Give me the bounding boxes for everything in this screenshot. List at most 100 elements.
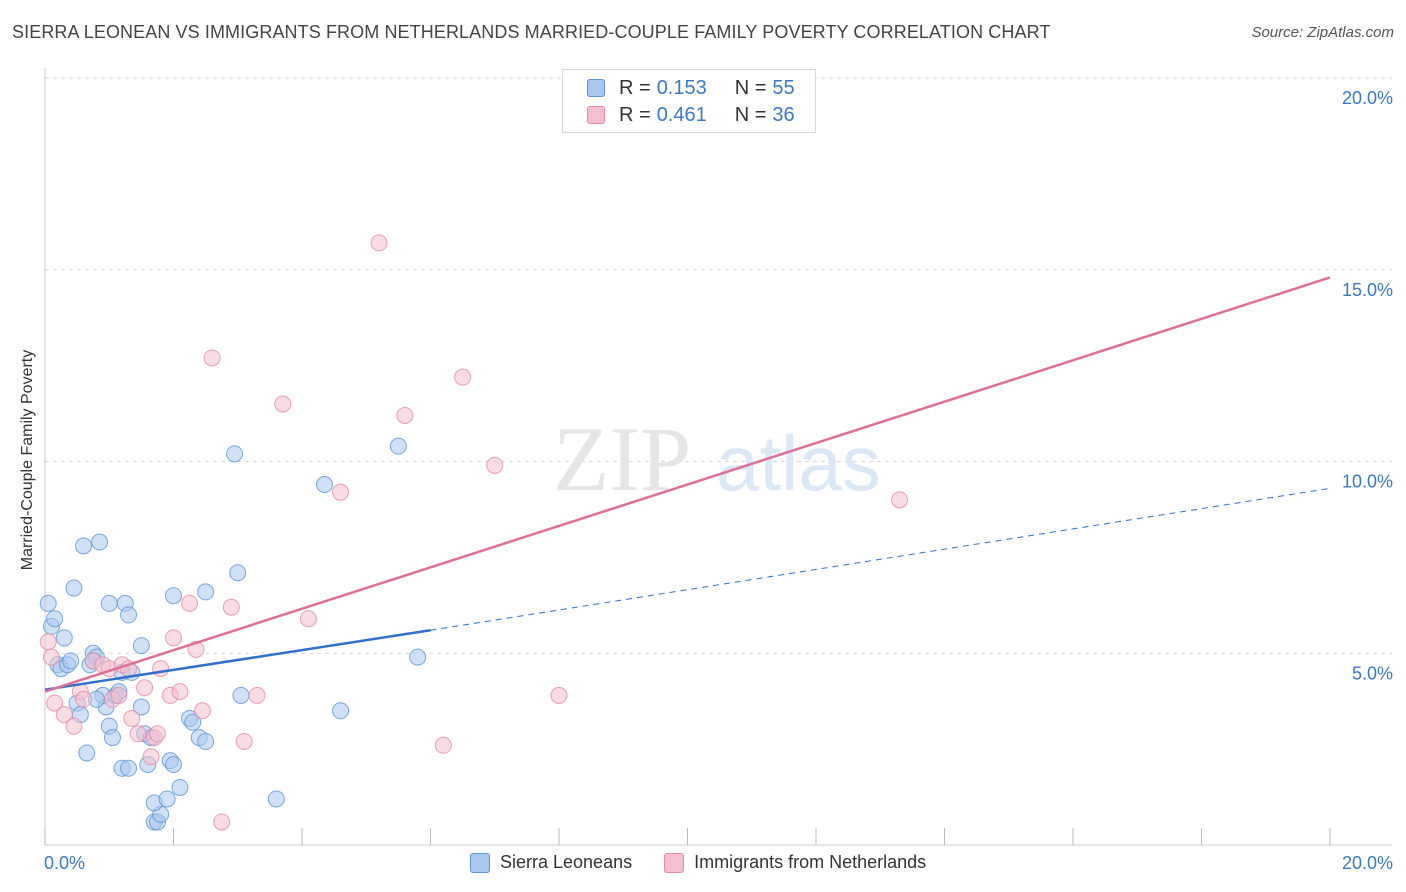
point-sierra-leonean	[197, 583, 215, 601]
point-netherlands	[148, 725, 166, 743]
point-sierra-leonean	[46, 610, 64, 628]
point-sierra-leonean	[100, 594, 118, 612]
point-sierra-leonean	[197, 732, 215, 750]
legend-n-label: N =	[734, 76, 767, 99]
trend-line-sierra-leoneans-extrapolated	[430, 487, 1331, 631]
legend: R = 0.153 N = 55 R = 0.461 N = 36	[562, 69, 816, 133]
x-tick-label-min: 0.0%	[44, 853, 85, 873]
point-netherlands	[42, 648, 60, 666]
point-sierra-leonean	[158, 790, 176, 808]
point-sierra-leonean	[78, 744, 96, 762]
x-tick-label-max: 20.0%	[1342, 853, 1393, 873]
point-netherlands	[142, 748, 160, 766]
point-netherlands	[550, 686, 568, 704]
legend-swatch-pink	[587, 106, 605, 124]
point-sierra-leonean	[171, 778, 189, 796]
source-label: Source: ZipAtlas.com	[1251, 24, 1394, 41]
point-sierra-leonean	[332, 702, 350, 720]
point-sierra-leonean	[75, 537, 93, 555]
point-netherlands	[152, 660, 170, 678]
point-sierra-leonean	[165, 755, 182, 773]
point-netherlands	[332, 483, 350, 501]
watermark: ZIP atlas	[553, 408, 881, 510]
point-netherlands	[136, 679, 154, 697]
data-points	[39, 234, 909, 831]
point-netherlands	[434, 736, 452, 754]
series-name: Immigrants from Netherlands	[694, 852, 927, 872]
trend-lines	[44, 276, 1331, 693]
point-sierra-leonean	[184, 713, 202, 731]
point-netherlands	[55, 706, 73, 724]
point-netherlands	[65, 717, 83, 735]
legend-row-netherlands: R = 0.461 N = 36	[587, 103, 838, 127]
point-netherlands	[299, 610, 317, 628]
y-tick-label: 10.0%	[1342, 472, 1393, 492]
point-sierra-leonean	[165, 587, 182, 605]
series-legend: Sierra Leoneans Immigrants from Netherla…	[470, 852, 958, 873]
point-sierra-leonean	[62, 652, 80, 670]
point-sierra-leonean	[65, 579, 83, 597]
series-legend-item-sierra-leoneans: Sierra Leoneans	[470, 852, 632, 873]
series-legend-item-netherlands: Immigrants from Netherlands	[664, 852, 926, 873]
point-netherlands	[129, 725, 147, 743]
point-sierra-leonean	[409, 648, 427, 666]
chart-title: SIERRA LEONEAN VS IMMIGRANTS FROM NETHER…	[12, 22, 1051, 42]
point-netherlands	[396, 406, 414, 424]
point-sierra-leonean	[226, 445, 244, 463]
point-netherlands	[123, 709, 141, 727]
point-netherlands	[248, 686, 266, 704]
point-netherlands	[222, 598, 240, 616]
point-sierra-leonean	[232, 686, 250, 704]
point-netherlands	[110, 686, 128, 704]
tick-labels: 5.0% 10.0% 15.0% 20.0% 0.0% 20.0%	[44, 88, 1393, 873]
point-netherlands	[891, 491, 909, 509]
point-netherlands	[203, 349, 221, 367]
legend-row-sierra-leoneans: R = 0.153 N = 55	[587, 76, 838, 100]
point-sierra-leonean	[267, 790, 285, 808]
legend-n-label: N =	[734, 103, 767, 126]
point-sierra-leonean	[315, 476, 333, 494]
point-sierra-leonean	[91, 533, 109, 551]
watermark-atlas: atlas	[716, 419, 881, 507]
point-netherlands	[235, 732, 253, 750]
trend-line-sierra-leoneans	[44, 629, 431, 691]
point-netherlands	[39, 633, 57, 651]
point-sierra-leonean	[229, 564, 247, 582]
point-netherlands	[370, 234, 388, 252]
point-sierra-leonean	[103, 729, 121, 747]
legend-n-value: 55	[772, 76, 795, 99]
series-swatch-pink	[664, 852, 685, 873]
y-tick-label: 20.0%	[1342, 88, 1393, 108]
axes	[44, 68, 1392, 846]
series-swatch-blue	[470, 852, 490, 873]
point-netherlands	[486, 456, 504, 474]
point-netherlands	[75, 690, 93, 708]
gridlines	[45, 77, 1392, 654]
point-sierra-leonean	[132, 637, 150, 655]
point-netherlands	[181, 594, 199, 612]
point-netherlands	[165, 629, 182, 647]
point-sierra-leonean	[120, 606, 138, 624]
point-netherlands	[274, 395, 292, 413]
legend-r-label: R =	[619, 76, 651, 99]
point-sierra-leonean	[39, 594, 57, 612]
point-sierra-leonean	[55, 629, 73, 647]
point-sierra-leonean	[120, 759, 138, 777]
point-netherlands	[454, 368, 472, 386]
legend-swatch-blue	[587, 79, 605, 97]
point-netherlands	[193, 702, 211, 720]
trend-line-netherlands	[44, 276, 1331, 693]
point-sierra-leonean	[132, 698, 150, 716]
watermark-zip: ZIP	[553, 408, 691, 510]
legend-n-value: 36	[772, 103, 795, 126]
point-netherlands	[213, 813, 231, 831]
y-tick-label: 5.0%	[1352, 663, 1393, 683]
point-netherlands	[46, 694, 64, 712]
legend-r-value: 0.153	[656, 76, 707, 99]
series-name: Sierra Leoneans	[500, 852, 633, 872]
y-axis-label: Married-Couple Family Poverty	[19, 349, 36, 571]
point-sierra-leonean	[389, 437, 407, 455]
legend-r-label: R =	[619, 103, 651, 126]
point-netherlands	[171, 683, 189, 701]
